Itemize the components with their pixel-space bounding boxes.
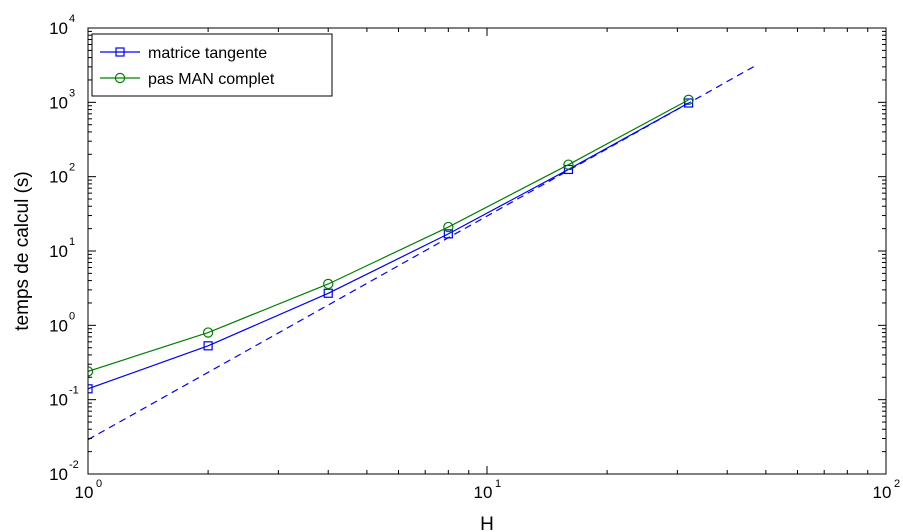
y-tick-exponent: 1 [69,236,75,248]
y-tick-label: 10 [49,465,68,484]
x-axis-title: H [480,514,494,532]
y-tick-label: 10 [49,93,68,112]
series-2-marker-circle [323,278,334,290]
reference-dashed-line [88,65,756,441]
y-tick-label: 10 [49,391,68,410]
series-2-marker-circle [443,221,454,233]
legend-marker-square [115,47,125,57]
y-tick-exponent: 4 [69,13,75,25]
y-tick-exponent: 0 [69,310,75,322]
y-tick-exponent: 2 [69,162,75,174]
y-tick-label: 10 [49,316,68,335]
x-tick-label: 10 [873,483,892,502]
series-1-marker-square [203,341,213,351]
series-1-marker-square [323,288,333,298]
plot-area [88,28,886,474]
series-2-marker-circle [202,327,214,338]
ticks-layer: 10 0 10 1 10 210 -210 -110 010 110 210 310 4 [49,13,900,502]
axes-background [88,28,886,474]
y-axis-title: temps de calcul (s) [12,171,33,330]
x-tick-exponent: 2 [894,478,900,490]
series-1-marker-square [88,384,93,394]
x-tick-label: 10 [474,483,493,502]
y-tick-exponent: -2 [69,459,79,471]
legend-label: pas MAN complet [148,71,275,88]
legend: matrice tangente pas MAN complet [91,33,333,97]
series-line-1 [88,102,689,390]
x-tick-exponent: 1 [495,478,501,490]
legend-marker-circle [114,72,126,84]
x-tick-exponent: 0 [96,478,102,490]
x-tick-label: 10 [75,483,94,502]
series-line-2 [88,99,689,372]
series-2-marker-circle [563,159,574,170]
legend-label: matrice tangente [148,45,267,62]
y-tick-exponent: 3 [69,87,75,99]
y-tick-label: 10 [49,168,68,187]
y-tick-exponent: -1 [69,385,79,397]
series-2-marker-circle [683,94,694,106]
series-1-marker-square [563,164,574,175]
y-tick-label: 10 [49,19,68,38]
legend-box [91,33,333,97]
y-tick-label: 10 [49,242,68,261]
